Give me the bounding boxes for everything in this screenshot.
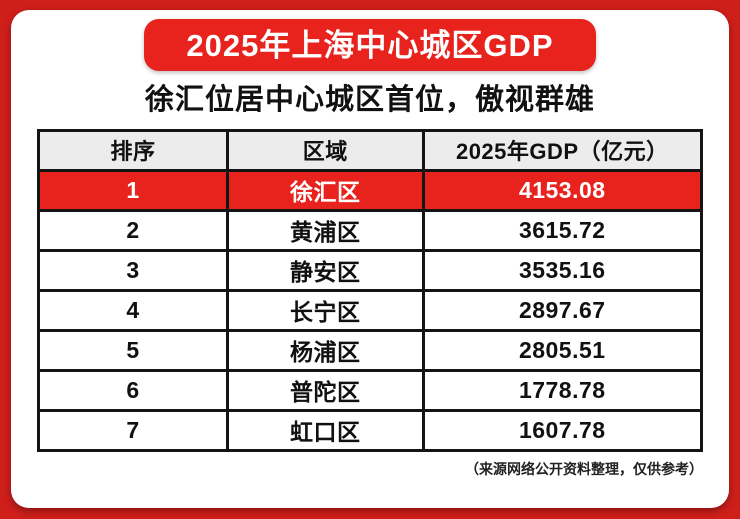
district-cell: 杨浦区 <box>225 328 425 372</box>
rank-cell: 2 <box>37 208 229 252</box>
gdp-table-wrapper: 排序 区域 2025年GDP（亿元） 1 徐汇区 4153.08 2 黄浦区 3… <box>37 128 704 452</box>
table-row-4: 4 长宁区 2897.67 <box>37 288 704 332</box>
table-row-3: 3 静安区 3535.16 <box>37 248 704 292</box>
table-row-1-highlighted: 1 徐汇区 4153.08 <box>37 168 704 212</box>
table-header-row: 排序 区域 2025年GDP（亿元） <box>37 128 704 172</box>
district-cell: 徐汇区 <box>225 168 425 212</box>
district-cell: 虹口区 <box>225 408 425 452</box>
rank-cell: 3 <box>37 248 229 292</box>
table-row-6: 6 普陀区 1778.78 <box>37 368 704 412</box>
subtitle: 徐汇位居中心城区首位，傲视群雄 <box>144 84 595 116</box>
infographic-card: 2025年上海中心城区GDP 徐汇位居中心城区首位，傲视群雄 排序 区域 202… <box>11 10 729 508</box>
rank-cell: 6 <box>37 368 229 412</box>
district-cell: 长宁区 <box>225 288 425 332</box>
gdp-cell: 1607.78 <box>421 408 704 452</box>
gdp-cell: 3535.16 <box>421 248 704 292</box>
rank-cell: 5 <box>37 328 229 372</box>
district-cell: 静安区 <box>225 248 425 292</box>
rank-cell: 4 <box>37 288 229 332</box>
gdp-cell: 2805.51 <box>421 328 704 372</box>
gdp-cell: 4153.08 <box>421 168 704 212</box>
header-rank: 排序 <box>37 128 229 172</box>
rank-cell: 7 <box>37 408 229 452</box>
gdp-cell: 2897.67 <box>421 288 704 332</box>
header-gdp: 2025年GDP（亿元） <box>421 128 704 172</box>
gdp-cell: 1778.78 <box>421 368 704 412</box>
gdp-table: 排序 区域 2025年GDP（亿元） 1 徐汇区 4153.08 2 黄浦区 3… <box>37 128 704 452</box>
source-note: （来源网络公开资料整理，仅供参考） <box>465 460 703 477</box>
gdp-cell: 3615.72 <box>421 208 704 252</box>
title-banner: 2025年上海中心城区GDP <box>144 19 596 71</box>
header-district: 区域 <box>225 128 425 172</box>
rank-cell: 1 <box>37 168 229 212</box>
table-row-5: 5 杨浦区 2805.51 <box>37 328 704 372</box>
banner-title: 2025年上海中心城区GDP <box>186 27 554 63</box>
district-cell: 黄浦区 <box>225 208 425 252</box>
district-cell: 普陀区 <box>225 368 425 412</box>
table-row-7: 7 虹口区 1607.78 <box>37 408 704 452</box>
table-row-2: 2 黄浦区 3615.72 <box>37 208 704 252</box>
